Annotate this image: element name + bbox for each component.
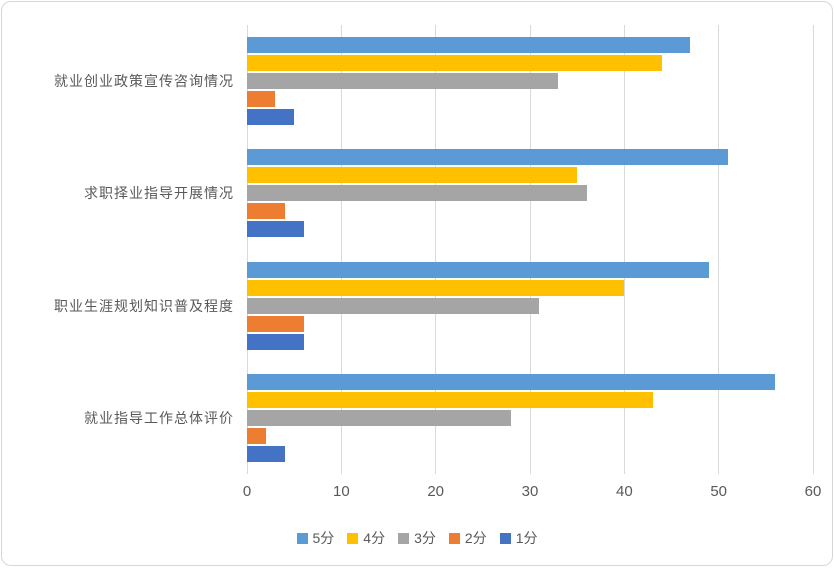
gridline-50 [718, 25, 720, 474]
gridline-30 [529, 25, 531, 474]
legend-label: 5分 [312, 530, 335, 546]
legend-swatch-icon [499, 532, 511, 544]
bar-2分-value-3 [247, 91, 276, 108]
legend-item-3分: 3分 [398, 528, 436, 548]
legend-swatch-icon [347, 532, 359, 544]
bar-3分-value-31 [247, 297, 540, 314]
x-axis-tick-label: 0 [242, 483, 252, 500]
bar-5分-value-49 [247, 261, 710, 278]
chart-legend: 5分 4分 3分 2分 1分 [2, 528, 832, 548]
bar-3分-value-33 [247, 73, 559, 90]
legend-item-2分: 2分 [448, 528, 487, 548]
bar-1分-value-4 [247, 445, 285, 462]
bar-2分-value-2 [247, 427, 266, 444]
bar-group-4 [247, 362, 813, 474]
x-axis-tick-label: 10 [332, 483, 350, 500]
x-axis-tick-label: 50 [710, 483, 727, 500]
bar-1分-value-5 [247, 109, 295, 126]
legend-label: 4分 [363, 530, 386, 546]
bar-group-3 [247, 250, 813, 362]
legend-swatch-icon [398, 532, 410, 544]
category-label: 职业生涯规划知识普及程度 [54, 297, 234, 314]
bar-1分-value-6 [247, 221, 304, 238]
bar-2分-value-4 [247, 203, 285, 220]
bar-3分-value-36 [247, 185, 587, 202]
bar-4分-value-43 [247, 391, 653, 408]
gridline-40 [623, 25, 625, 474]
gridline-0 [246, 25, 248, 474]
gridline-20 [435, 25, 437, 474]
gridline-10 [340, 25, 342, 474]
bar-4分-value-35 [247, 167, 578, 184]
bar-5分-value-56 [247, 373, 776, 390]
legend-label: 1分 [515, 530, 538, 546]
bar-group-1 [247, 25, 813, 137]
gridline-60 [812, 25, 814, 474]
x-axis-tick-label: 30 [521, 483, 539, 500]
bar-5分-value-51 [247, 149, 729, 166]
legend-swatch-icon [296, 532, 308, 544]
x-axis-tick-label: 40 [615, 483, 633, 500]
value-axis: 0 10 20 30 40 50 60 [243, 483, 822, 503]
legend-label: 3分 [414, 530, 436, 546]
bar-5分-value-47 [247, 37, 691, 54]
category-label: 就业创业政策宣传咨询情况 [54, 73, 234, 90]
category-label: 就业指导工作总体评价 [84, 409, 234, 426]
category-axis: 就业创业政策宣传咨询情况求职择业指导开展情况职业生涯规划知识普及程度就业指导工作… [2, 25, 234, 474]
legend-swatch-icon [448, 532, 460, 544]
legend-item-1分: 1分 [499, 528, 538, 548]
legend-item-4分: 4分 [347, 528, 385, 548]
bar-4分-value-40 [247, 279, 625, 296]
legend-item-5分: 5分 [296, 528, 335, 548]
bar-3分-value-28 [247, 409, 512, 426]
category-label: 求职择业指导开展情况 [84, 185, 234, 202]
x-axis-tick-label: 60 [804, 483, 822, 500]
plot-area [246, 25, 814, 474]
x-axis-tick-label: 20 [427, 483, 444, 500]
bar-2分-value-6 [247, 315, 304, 332]
bar-group-2 [247, 137, 813, 249]
legend-label: 2分 [464, 530, 487, 546]
bar-1分-value-6 [247, 333, 304, 350]
bar-4分-value-44 [247, 55, 663, 72]
